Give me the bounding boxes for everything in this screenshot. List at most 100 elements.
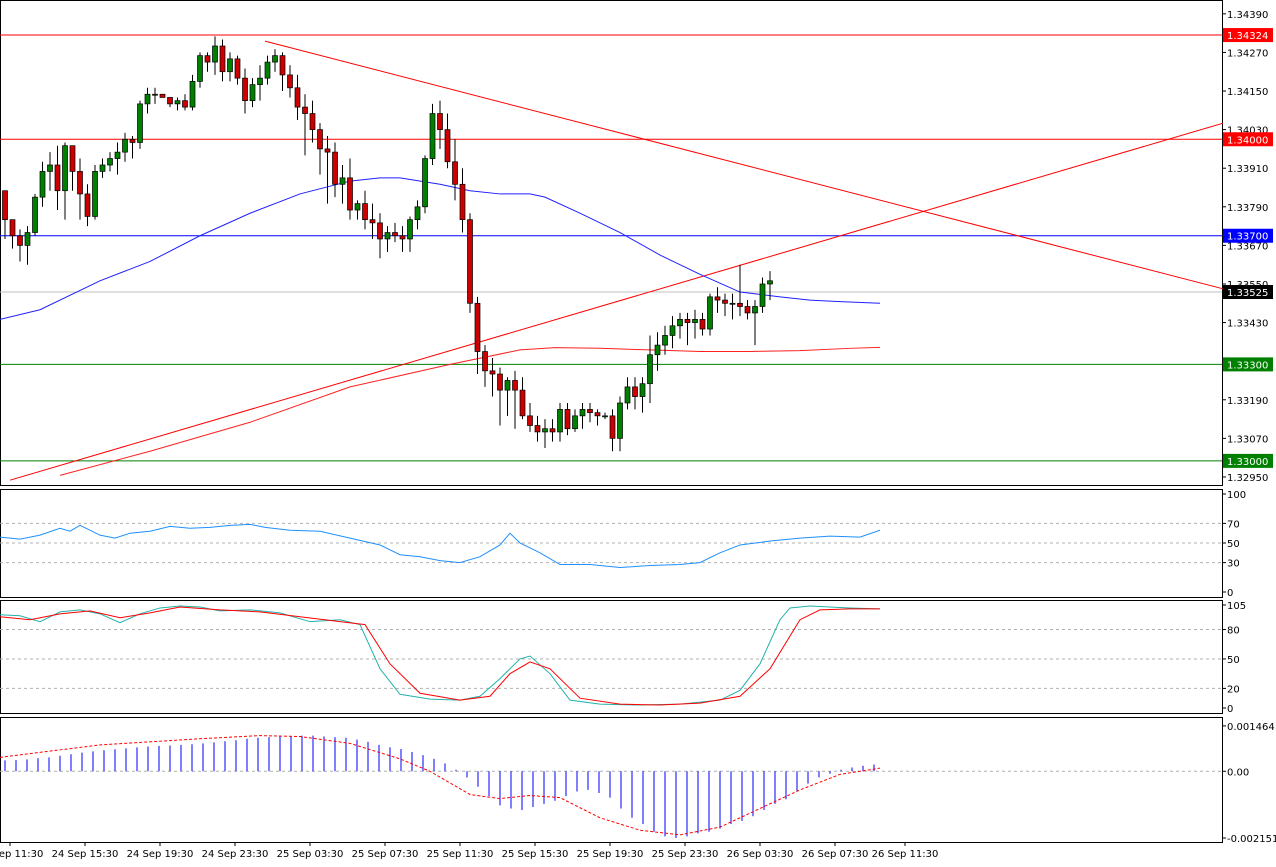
candle bbox=[549, 419, 556, 442]
candle-body bbox=[707, 296, 713, 330]
candle bbox=[302, 94, 308, 156]
time-tick-label: 24 Sep 15:30 bbox=[52, 849, 119, 860]
candle-body bbox=[227, 58, 233, 73]
candle bbox=[347, 158, 353, 220]
candle bbox=[572, 409, 578, 432]
candle-body bbox=[144, 93, 151, 105]
macd-tick-label: -0.002151 bbox=[1227, 834, 1276, 845]
macd-panel[interactable]: 0.001464 0.00 -0.002151 bbox=[0, 717, 1276, 845]
candle bbox=[32, 193, 38, 236]
candle bbox=[114, 142, 121, 175]
candle-body bbox=[677, 319, 683, 327]
candle bbox=[227, 52, 233, 82]
candle bbox=[62, 142, 68, 220]
candle-body bbox=[684, 319, 691, 323]
candle bbox=[264, 55, 271, 85]
candle bbox=[324, 136, 331, 204]
candle-body bbox=[302, 106, 308, 114]
current-price-badge bbox=[1223, 285, 1273, 300]
candle-body bbox=[62, 145, 68, 192]
candle-body bbox=[264, 61, 271, 79]
candle-body bbox=[527, 415, 533, 426]
candle bbox=[92, 164, 98, 220]
candle-body bbox=[624, 386, 631, 404]
candle-body bbox=[92, 171, 98, 217]
candle-body bbox=[309, 113, 316, 130]
candle bbox=[467, 213, 473, 313]
candle-body bbox=[17, 235, 23, 246]
candle-body bbox=[234, 58, 241, 79]
candle-body bbox=[444, 129, 451, 163]
candle bbox=[534, 415, 541, 442]
candle-body bbox=[729, 302, 736, 305]
candle bbox=[392, 222, 398, 243]
main-price-panel[interactable]: 1.34390 1.34270 1.34150 1.34030 1.33910 1.337… bbox=[0, 0, 1273, 486]
candle-body bbox=[2, 190, 8, 221]
stochastic-panel[interactable]: 105 80 50 20 0 bbox=[0, 600, 1246, 716]
candle-body bbox=[24, 232, 31, 246]
candle-body bbox=[39, 171, 46, 198]
candle-body bbox=[204, 55, 211, 63]
panel-frame bbox=[0, 0, 1223, 486]
price-tick-label: 1.33190 bbox=[1227, 396, 1268, 407]
candle-body bbox=[662, 335, 668, 346]
candle bbox=[144, 87, 151, 114]
candle-body bbox=[54, 164, 61, 192]
level-badge-label: 1.33700 bbox=[1227, 232, 1268, 243]
rsi-panel[interactable]: 100 70 50 30 0 bbox=[0, 489, 1246, 600]
candle bbox=[69, 145, 76, 191]
macd-tick-label: 0.001464 bbox=[1227, 722, 1275, 733]
candle-body bbox=[594, 412, 601, 417]
candle-body bbox=[414, 206, 421, 221]
level-badge-label: 1.34000 bbox=[1227, 135, 1268, 146]
candle-body bbox=[759, 283, 766, 307]
osc-tick-label: 0 bbox=[1227, 588, 1233, 599]
candle-body bbox=[279, 55, 286, 76]
candle bbox=[122, 132, 128, 162]
price-tick-label: 1.32950 bbox=[1227, 473, 1268, 484]
candle bbox=[639, 377, 646, 413]
candle bbox=[354, 200, 361, 220]
candle bbox=[519, 377, 526, 420]
candle bbox=[204, 52, 211, 72]
candle-body bbox=[84, 193, 91, 217]
candle bbox=[684, 312, 691, 346]
candle-body bbox=[714, 296, 721, 301]
time-tick-label: 25 Sep 23:30 bbox=[652, 849, 719, 860]
time-tick-label: 25 Sep 07:30 bbox=[352, 849, 419, 860]
candle bbox=[362, 190, 368, 230]
candle-body bbox=[519, 389, 526, 417]
candle bbox=[24, 226, 31, 265]
candle bbox=[602, 412, 608, 420]
candle-body bbox=[512, 380, 518, 391]
candle bbox=[137, 100, 143, 149]
candle-body bbox=[549, 428, 556, 433]
level-badge bbox=[1223, 28, 1273, 43]
candle bbox=[692, 309, 698, 339]
candle-body bbox=[609, 415, 616, 439]
candle bbox=[707, 293, 713, 336]
candle bbox=[287, 65, 293, 98]
candle-body bbox=[174, 100, 181, 105]
candle bbox=[729, 293, 736, 320]
candle-body bbox=[137, 103, 143, 143]
candle bbox=[474, 296, 481, 375]
level-badge-label: 1.33300 bbox=[1227, 360, 1268, 371]
candle bbox=[587, 402, 593, 423]
candle bbox=[482, 345, 488, 387]
candle bbox=[317, 123, 323, 175]
price-tick-label: 1.34390 bbox=[1227, 10, 1268, 21]
candle-body bbox=[767, 280, 773, 285]
candle bbox=[414, 200, 421, 230]
candle bbox=[654, 332, 661, 371]
candle bbox=[767, 271, 773, 301]
candle bbox=[459, 168, 466, 233]
price-tick-label: 1.34270 bbox=[1227, 48, 1268, 59]
candle bbox=[527, 402, 533, 432]
candle-body bbox=[692, 319, 698, 323]
candle-body bbox=[564, 409, 571, 430]
candle-body bbox=[159, 93, 166, 98]
candle bbox=[564, 402, 571, 436]
candle-body bbox=[339, 177, 346, 185]
